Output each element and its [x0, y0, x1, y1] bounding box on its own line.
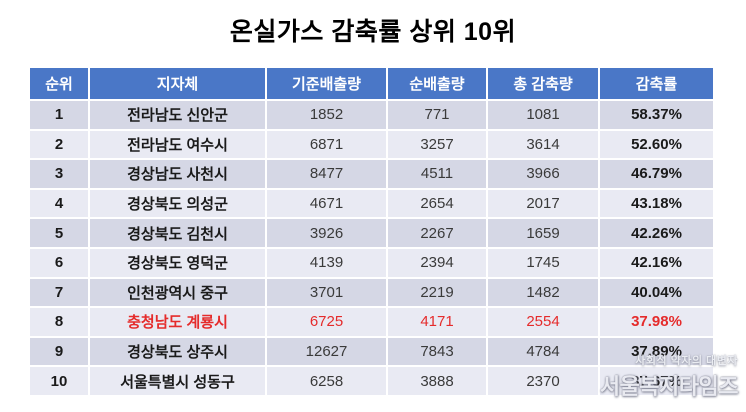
cell-net-emission: 2654 — [388, 189, 488, 220]
cell-rank: 8 — [30, 308, 90, 338]
cell-net-emission: 2394 — [388, 248, 488, 279]
cell-government: 경상북도 상주시 — [90, 337, 267, 368]
table-row: 3 경상남도 사천시 8477 4511 3966 46.79% — [30, 160, 713, 190]
cell-rank: 5 — [30, 219, 90, 249]
cell-net-emission: 2219 — [388, 278, 488, 309]
cell-rank: 1 — [30, 101, 90, 131]
cell-rank: 2 — [30, 130, 90, 161]
cell-rank: 9 — [30, 337, 90, 368]
page-title: 온실가스 감축률 상위 10위 — [229, 18, 517, 46]
table-row: 4 경상북도 의성군 4671 2654 2017 43.18% — [30, 189, 713, 220]
cell-total-reduction: 1745 — [488, 248, 600, 279]
cell-reduction-rate: 52.60% — [600, 130, 713, 161]
cell-base-emission: 12627 — [267, 337, 388, 368]
table-header: 순위 지자체 기준배출량 순배출량 총 감축량 감축률 — [30, 68, 713, 101]
cell-base-emission: 4671 — [267, 189, 388, 220]
cell-government: 충청남도 계룡시 — [90, 308, 267, 338]
cell-total-reduction: 2554 — [488, 308, 600, 338]
cell-rank: 3 — [30, 160, 90, 190]
cell-government: 경상남도 사천시 — [90, 160, 267, 190]
cell-base-emission: 6871 — [267, 130, 388, 161]
cell-total-reduction: 1659 — [488, 219, 600, 249]
table-header-row: 순위 지자체 기준배출량 순배출량 총 감축량 감축률 — [30, 68, 713, 101]
table-row: 2 전라남도 여수시 6871 3257 3614 52.60% — [30, 130, 713, 161]
cell-base-emission: 4139 — [267, 248, 388, 279]
cell-reduction-rate: 37.67% — [600, 367, 713, 397]
cell-government: 전라남도 신안군 — [90, 101, 267, 131]
cell-base-emission: 1852 — [267, 101, 388, 131]
table-body: 1 전라남도 신안군 1852 771 1081 58.37% 2 전라남도 여수시 6871 3… — [30, 101, 713, 397]
cell-rank: 7 — [30, 278, 90, 309]
cell-net-emission: 7843 — [388, 337, 488, 368]
cell-net-emission: 771 — [388, 101, 488, 131]
cell-total-reduction: 1081 — [488, 101, 600, 131]
column-header-reduction-rate: 감축률 — [600, 68, 713, 101]
table-row: 8 충청남도 계룡시 6725 4171 2554 37.98% — [30, 308, 713, 338]
cell-government: 서울특별시 성동구 — [90, 367, 267, 397]
cell-government: 인천광역시 중구 — [90, 278, 267, 309]
cell-net-emission: 4171 — [388, 308, 488, 338]
table-row: 5 경상북도 김천시 3926 2267 1659 42.26% — [30, 219, 713, 249]
cell-reduction-rate: 37.98% — [600, 308, 713, 338]
column-header-net-emission: 순배출량 — [388, 68, 488, 101]
table-row: 1 전라남도 신안군 1852 771 1081 58.37% — [30, 101, 713, 131]
cell-rank: 4 — [30, 189, 90, 220]
cell-reduction-rate: 42.16% — [600, 248, 713, 279]
cell-total-reduction: 3614 — [488, 130, 600, 161]
column-header-total-reduction: 총 감축량 — [488, 68, 600, 101]
column-header-government: 지자체 — [90, 68, 267, 101]
cell-government: 전라남도 여수시 — [90, 130, 267, 161]
cell-base-emission: 6725 — [267, 308, 388, 338]
column-header-rank: 순위 — [30, 68, 90, 101]
cell-government: 경상북도 의성군 — [90, 189, 267, 220]
cell-rank: 6 — [30, 248, 90, 279]
cell-reduction-rate: 43.18% — [600, 189, 713, 220]
cell-rank: 10 — [30, 367, 90, 397]
table-row: 9 경상북도 상주시 12627 7843 4784 37.89% — [30, 337, 713, 368]
cell-base-emission: 8477 — [267, 160, 388, 190]
cell-net-emission: 3257 — [388, 130, 488, 161]
cell-government: 경상북도 영덕군 — [90, 248, 267, 279]
table-row: 6 경상북도 영덕군 4139 2394 1745 42.16% — [30, 248, 713, 279]
column-header-base-emission: 기준배출량 — [267, 68, 388, 101]
cell-total-reduction: 2017 — [488, 189, 600, 220]
cell-base-emission: 3926 — [267, 219, 388, 249]
cell-total-reduction: 1482 — [488, 278, 600, 309]
cell-reduction-rate: 42.26% — [600, 219, 713, 249]
cell-net-emission: 4511 — [388, 160, 488, 190]
cell-reduction-rate: 58.37% — [600, 101, 713, 131]
cell-government: 경상북도 김천시 — [90, 219, 267, 249]
cell-reduction-rate: 37.89% — [600, 337, 713, 368]
ranking-table: 순위 지자체 기준배출량 순배출량 총 감축량 감축률 1 전라남도 신안군 185… — [30, 68, 713, 397]
table-row: 10 서울특별시 성동구 6258 3888 2370 37.67% — [30, 367, 713, 397]
cell-base-emission: 3701 — [267, 278, 388, 309]
table-row: 7 인천광역시 중구 3701 2219 1482 40.04% — [30, 278, 713, 309]
cell-total-reduction: 3966 — [488, 160, 600, 190]
cell-total-reduction: 4784 — [488, 337, 600, 368]
cell-total-reduction: 2370 — [488, 367, 600, 397]
cell-reduction-rate: 46.79% — [600, 160, 713, 190]
cell-net-emission: 2267 — [388, 219, 488, 249]
cell-reduction-rate: 40.04% — [600, 278, 713, 309]
cell-base-emission: 6258 — [267, 367, 388, 397]
cell-net-emission: 3888 — [388, 367, 488, 397]
